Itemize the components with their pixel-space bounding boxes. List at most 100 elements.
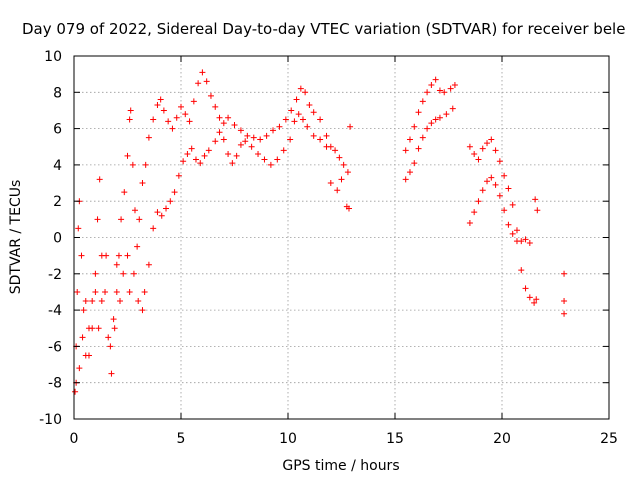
x-tick-label: 10: [279, 431, 297, 447]
data-point: [345, 205, 352, 212]
data-point: [492, 181, 499, 188]
data-point: [526, 239, 533, 246]
data-point: [561, 310, 568, 317]
data-point: [124, 152, 131, 159]
data-point: [280, 147, 287, 154]
data-point: [257, 136, 264, 143]
data-point: [76, 365, 83, 372]
y-tick-label: -2: [48, 267, 62, 283]
x-tick-label: 20: [493, 431, 511, 447]
data-point: [229, 160, 236, 167]
data-point: [299, 116, 306, 123]
data-points: [72, 69, 568, 395]
data-point: [82, 298, 89, 305]
data-point: [441, 89, 448, 96]
data-point: [561, 270, 568, 277]
data-point: [526, 294, 533, 301]
data-point: [518, 238, 525, 245]
y-tick-label: 4: [53, 158, 62, 174]
data-point: [443, 111, 450, 118]
data-point: [451, 82, 458, 89]
data-point: [466, 143, 473, 150]
data-point: [141, 288, 148, 295]
data-point: [424, 125, 431, 132]
data-point: [115, 252, 122, 259]
data-point: [287, 136, 294, 143]
data-point: [110, 316, 117, 323]
y-tick-label: 10: [44, 49, 62, 65]
data-point: [127, 107, 134, 114]
data-point: [231, 121, 238, 128]
data-point: [96, 176, 103, 183]
data-point: [344, 169, 351, 176]
data-point: [496, 158, 503, 165]
data-point: [338, 176, 345, 183]
data-point: [415, 145, 422, 152]
y-tick-label: 0: [53, 231, 62, 247]
data-point: [255, 151, 262, 158]
data-point: [225, 114, 232, 121]
data-point: [336, 154, 343, 161]
data-point: [113, 261, 120, 268]
y-tick-label: -4: [48, 303, 62, 319]
data-point: [150, 225, 157, 232]
data-point: [419, 98, 426, 105]
data-point: [188, 145, 195, 152]
data-point: [513, 227, 520, 234]
data-point: [150, 116, 157, 123]
data-point: [129, 161, 136, 168]
data-point: [302, 89, 309, 96]
y-tick-label: 6: [53, 122, 62, 138]
data-point: [220, 136, 227, 143]
data-point: [267, 161, 274, 168]
data-point: [94, 216, 101, 223]
data-point: [154, 102, 161, 109]
data-point: [80, 307, 87, 314]
data-point: [203, 78, 210, 85]
data-point: [484, 140, 491, 147]
data-point: [199, 69, 206, 76]
data-point: [160, 107, 167, 114]
data-point: [103, 252, 110, 259]
data-point: [95, 325, 102, 332]
data-point: [180, 158, 187, 165]
data-point: [216, 129, 223, 136]
data-point: [98, 298, 105, 305]
data-point: [475, 156, 482, 163]
y-tick-label: 2: [53, 194, 62, 210]
data-point: [317, 116, 324, 123]
data-point: [428, 120, 435, 127]
data-point: [402, 147, 409, 154]
grid: [74, 56, 609, 419]
series-lower-branch: [73, 105, 533, 386]
data-point: [347, 123, 354, 130]
data-point: [419, 134, 426, 141]
data-point: [270, 127, 277, 134]
data-point: [197, 160, 204, 167]
data-point: [415, 109, 422, 116]
data-point: [171, 189, 178, 196]
data-point: [561, 298, 568, 305]
data-point: [165, 118, 172, 125]
data-point: [244, 132, 251, 139]
data-point: [310, 132, 317, 139]
data-point: [195, 80, 202, 87]
y-tick-label: -6: [48, 339, 62, 355]
data-point: [126, 116, 133, 123]
y-axis-label: SDTVAR / TECUs: [8, 180, 24, 295]
data-point: [135, 298, 142, 305]
data-point: [532, 196, 539, 203]
data-point: [534, 207, 541, 214]
data-point: [432, 76, 439, 83]
data-point: [242, 138, 249, 145]
data-point: [297, 85, 304, 92]
data-point: [496, 192, 503, 199]
data-point: [111, 325, 118, 332]
data-point: [186, 118, 193, 125]
data-point: [447, 85, 454, 92]
data-point: [233, 152, 240, 159]
data-point: [432, 116, 439, 123]
data-point: [184, 151, 191, 158]
data-point: [484, 178, 491, 185]
